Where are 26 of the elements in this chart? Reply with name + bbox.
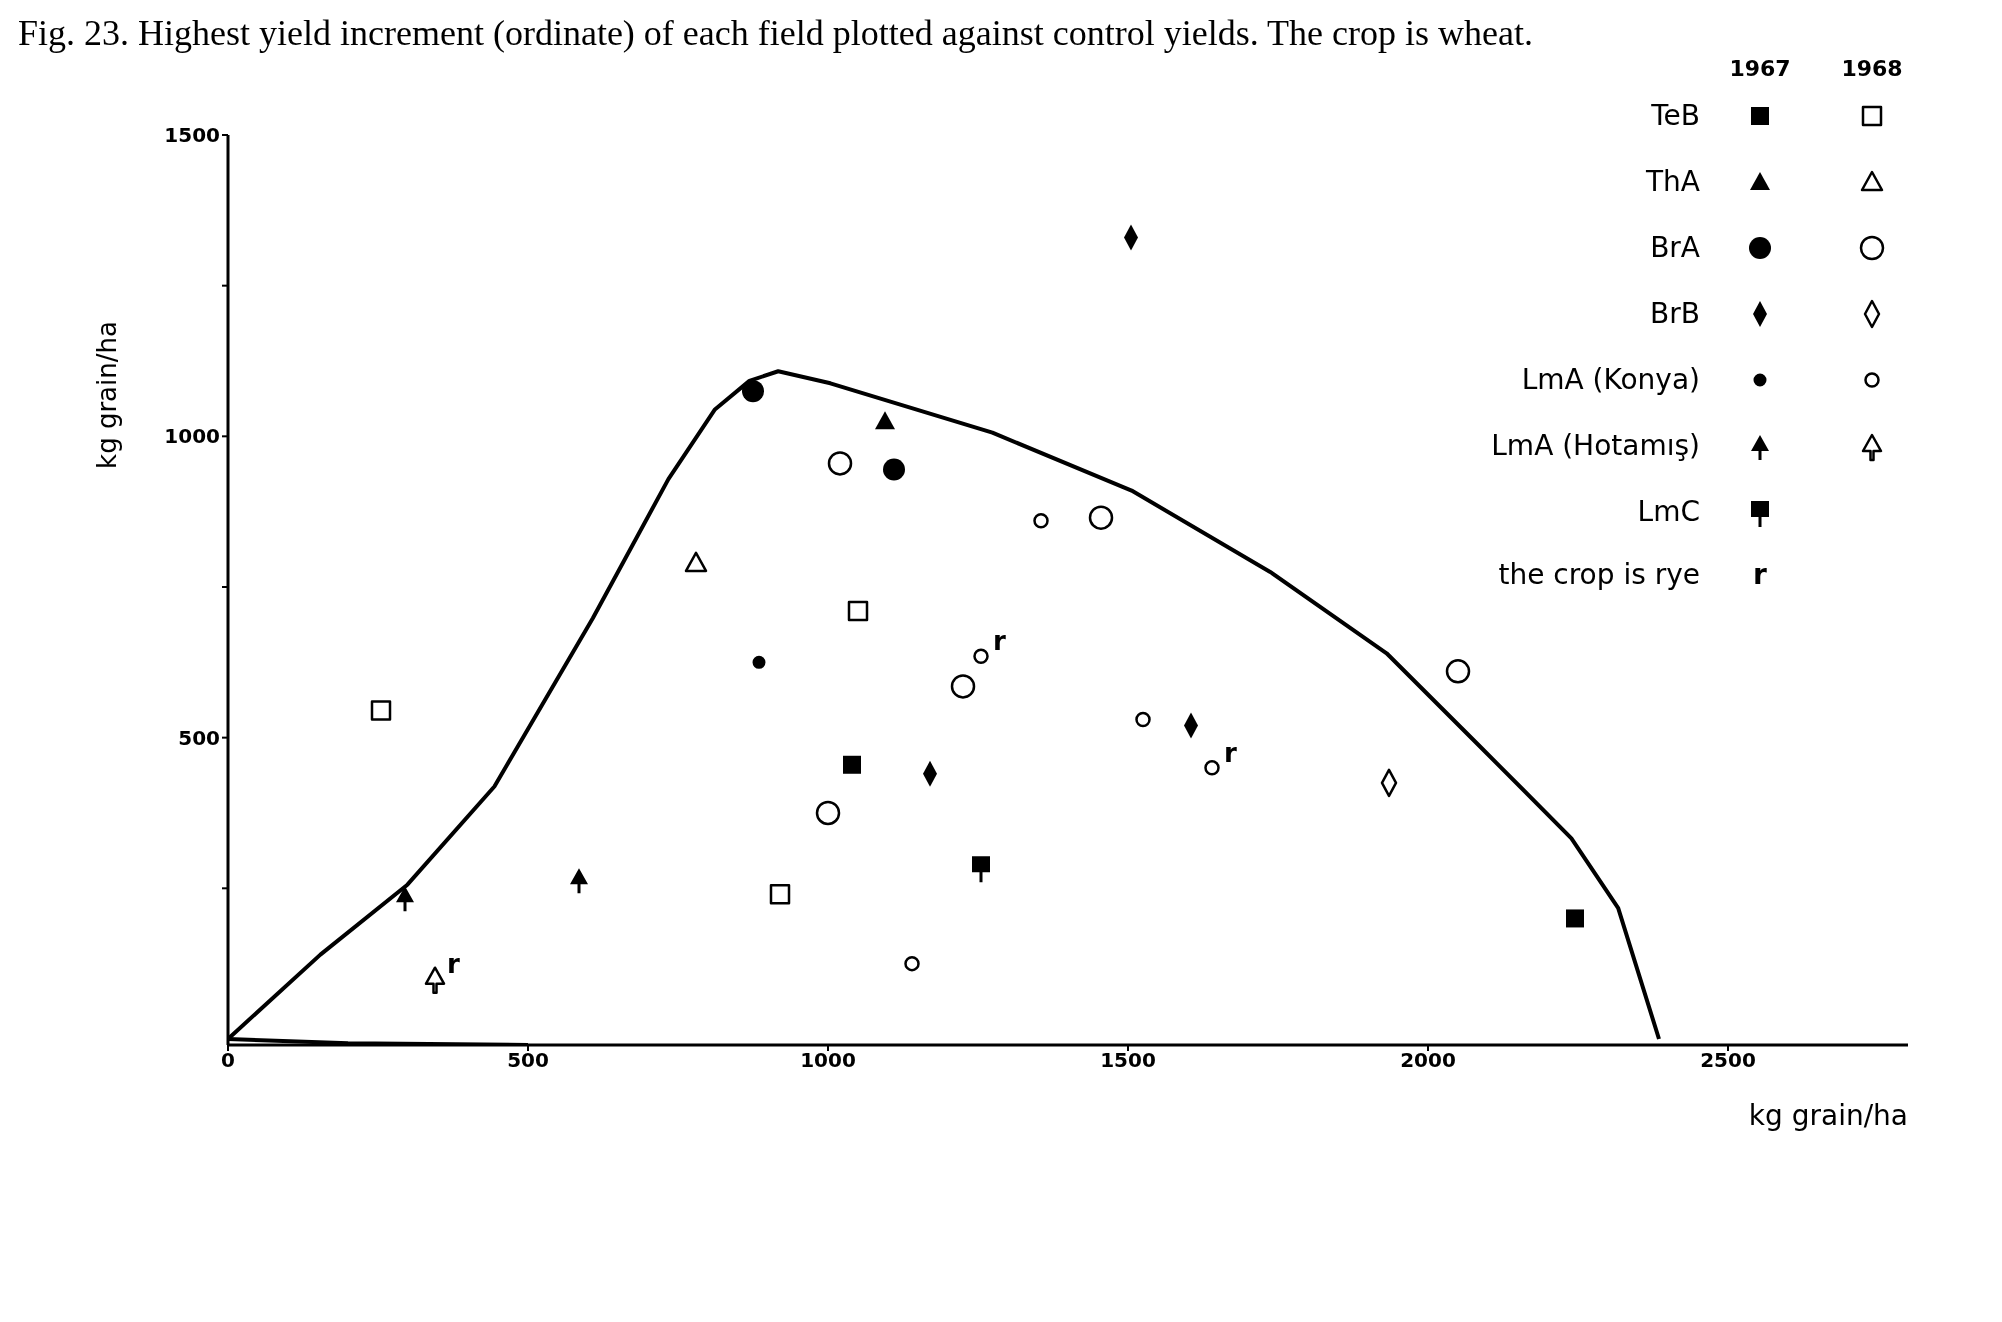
legend-label: LmA (Konya) bbox=[1520, 361, 1701, 398]
legend-label: BrA bbox=[1649, 229, 1701, 266]
x-tick-label: 1000 bbox=[800, 1048, 856, 1073]
x-axis-title: kg grain/ha bbox=[1748, 1099, 1908, 1133]
x-tick-label: 0 bbox=[221, 1048, 235, 1073]
text: 1967 bbox=[1728, 55, 1792, 83]
x-tick-label: 500 bbox=[507, 1048, 549, 1073]
legend-label: LmA (Hotamış) bbox=[1490, 427, 1701, 464]
y-tick-label: 1000 bbox=[164, 424, 220, 449]
text: 1968 bbox=[1840, 55, 1904, 83]
x-tick-label: 2000 bbox=[1400, 1048, 1456, 1073]
legend-label: ThA bbox=[1645, 163, 1701, 200]
annotation: r bbox=[993, 626, 1006, 657]
annotation: r bbox=[1224, 737, 1237, 768]
legend-label: BrB bbox=[1649, 295, 1701, 332]
annotation: r bbox=[447, 948, 460, 979]
chart-title: Fig. 23. Highest yield increment (ordinate) of each field plotted against control yields. The crop is wheat. bbox=[17, 12, 1534, 55]
y-axis-title: kg grain/ha bbox=[92, 321, 123, 470]
x-tick-label: 2500 bbox=[1700, 1048, 1756, 1073]
y-tick-label: 1500 bbox=[164, 123, 220, 148]
text: r bbox=[1753, 557, 1767, 591]
x-tick-label: 1500 bbox=[1100, 1048, 1156, 1073]
annotation: the crop is rye bbox=[1497, 556, 1701, 593]
y-tick-label: 500 bbox=[178, 725, 220, 750]
legend-label: LmC bbox=[1636, 493, 1701, 530]
legend-label: TeB bbox=[1650, 97, 1701, 134]
